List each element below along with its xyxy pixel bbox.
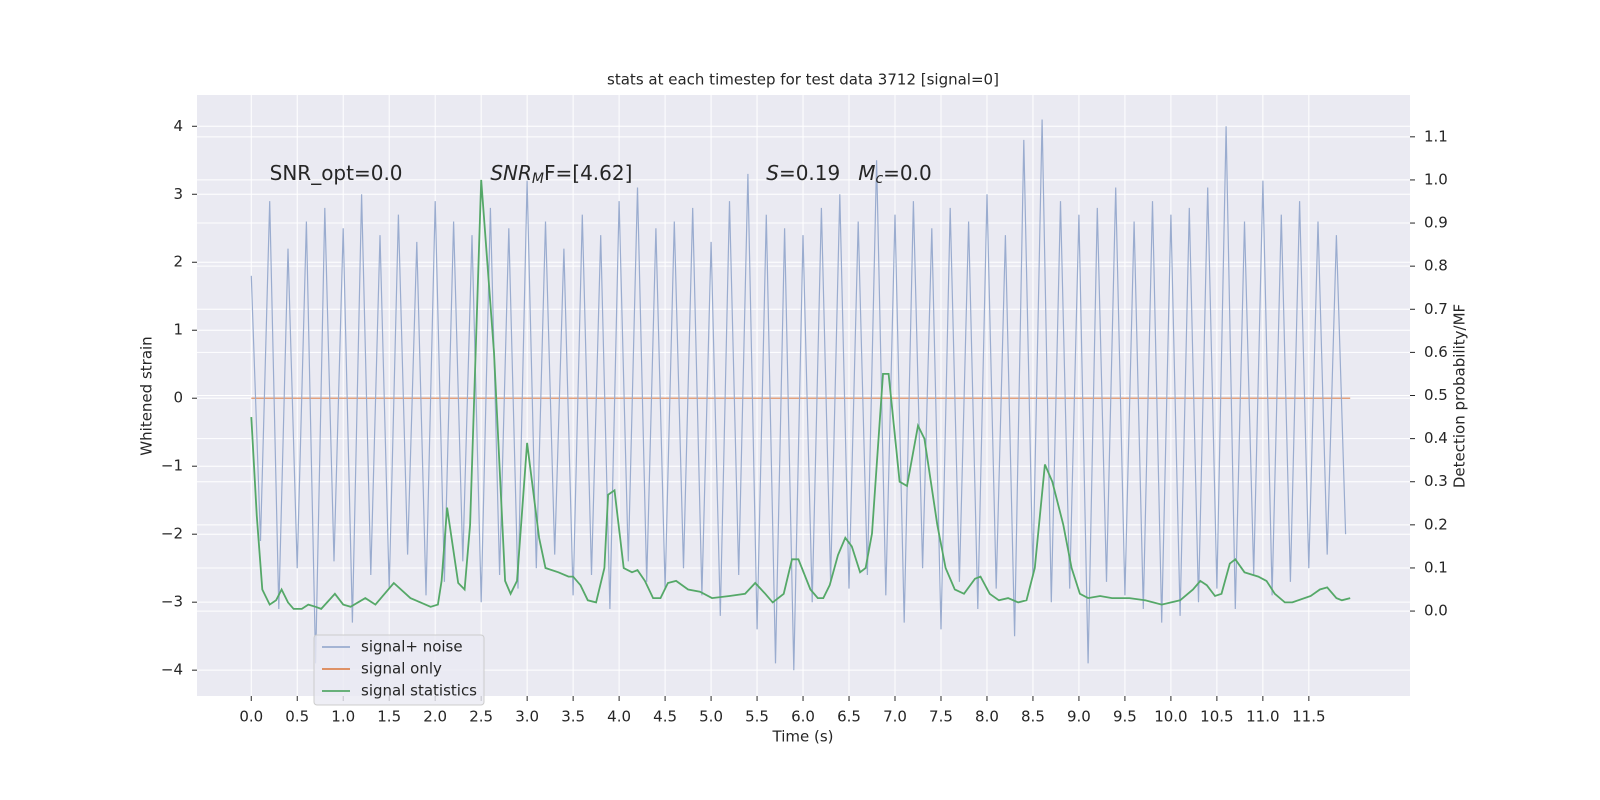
x-tick-label: 10.0 <box>1154 708 1187 726</box>
y-tick-label: −2 <box>161 525 183 543</box>
x-tick-label: 8.5 <box>1021 708 1045 726</box>
x-tick-label: 4.0 <box>607 708 631 726</box>
y-tick-label: −3 <box>161 593 183 611</box>
x-tick-label: 1.5 <box>377 708 401 726</box>
x-axis-label: Time (s) <box>772 728 834 746</box>
y2-tick-label: 0.9 <box>1424 214 1448 232</box>
y-tick-label: 4 <box>173 117 183 135</box>
x-tick-label: 4.5 <box>653 708 677 726</box>
legend-label: signal+ noise <box>361 638 463 656</box>
y2-tick-label: 0.1 <box>1424 558 1448 576</box>
annotation-part: SNR <box>490 160 532 184</box>
y2-tick-label: 0.4 <box>1424 429 1448 447</box>
y2-tick-label: 0.7 <box>1424 300 1448 318</box>
annotation-part: M <box>532 171 544 187</box>
annotation: SNR_opt=0.0 <box>270 160 403 184</box>
x-tick-label: 9.5 <box>1113 708 1137 726</box>
chart-title: stats at each timestep for test data 371… <box>607 71 999 89</box>
y-tick-label: 2 <box>173 253 183 271</box>
y-tick-label: 3 <box>173 185 183 203</box>
x-tick-label: 7.5 <box>929 708 953 726</box>
y2-tick-label: 1.1 <box>1424 127 1448 145</box>
x-tick-label: 0.5 <box>285 708 309 726</box>
x-tick-label: 8.0 <box>975 708 999 726</box>
x-tick-label: 2.5 <box>469 708 493 726</box>
series-line <box>250 179 1351 610</box>
x-tick-label: 6.0 <box>791 708 815 726</box>
annotation-part: S <box>766 160 779 184</box>
legend-box <box>313 634 485 706</box>
annotation-part: SNR_opt=0.0 <box>270 160 403 184</box>
annotation-part: M <box>858 160 875 184</box>
annotation: SNRMF=[4.62] <box>490 160 632 187</box>
annotation-part: =0.0 <box>883 160 932 184</box>
x-tick-label: 7.0 <box>883 708 907 726</box>
y2-axis-label: Detection probability/MF <box>1451 304 1469 488</box>
annotation-part: F=[4.62] <box>544 160 632 184</box>
x-tick-label: 1.0 <box>331 708 355 726</box>
y2-tick-label: 0.0 <box>1424 602 1448 620</box>
x-tick-label: 0.0 <box>239 708 263 726</box>
y2-tick-label: 0.2 <box>1424 515 1448 533</box>
y2-tick-label: 0.5 <box>1424 386 1448 404</box>
y-tick-label: −1 <box>161 457 183 475</box>
y2-tick-label: 0.3 <box>1424 472 1448 490</box>
y-tick-label: 1 <box>173 321 183 339</box>
legend: signal+ noise signal only signal statistic… <box>313 634 485 706</box>
annotation: S=0.19 <box>766 160 840 184</box>
legend-label: signal statistics <box>361 682 477 700</box>
x-tick-label: 6.5 <box>837 708 861 726</box>
legend-label: signal only <box>361 660 442 678</box>
y-tick-label: −4 <box>161 661 183 679</box>
annotation-part: c <box>875 171 883 187</box>
x-tick-label: 9.0 <box>1067 708 1091 726</box>
x-tick-label: 3.0 <box>515 708 539 726</box>
x-tick-label: 3.5 <box>561 708 585 726</box>
annotation: Mc=0.0 <box>858 160 932 187</box>
x-tick-label: 11.0 <box>1246 708 1279 726</box>
annotation-part: =0.19 <box>779 160 840 184</box>
x-tick-label: 5.0 <box>699 708 723 726</box>
series-line <box>250 119 1347 671</box>
y2-tick-label: 0.8 <box>1424 257 1448 275</box>
x-tick-label: 10.5 <box>1200 708 1233 726</box>
y2-tick-label: 1.0 <box>1424 170 1448 188</box>
x-tick-label: 11.5 <box>1292 708 1325 726</box>
y-tick-label: 0 <box>173 389 183 407</box>
x-tick-label: 2.0 <box>423 708 447 726</box>
y-axis-label: Whitened strain <box>138 336 156 455</box>
x-tick-label: 5.5 <box>745 708 769 726</box>
y2-tick-label: 0.6 <box>1424 343 1448 361</box>
grid <box>197 95 1410 696</box>
